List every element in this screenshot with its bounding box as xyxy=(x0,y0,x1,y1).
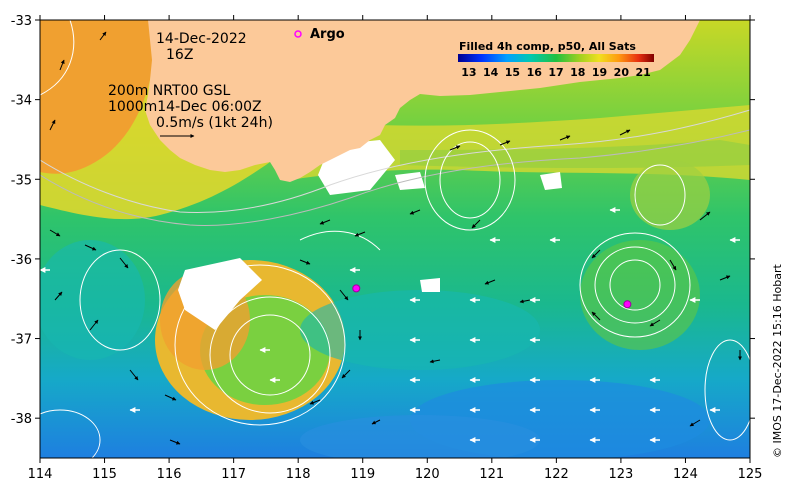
argo-float-marker xyxy=(623,300,632,309)
colorbar-label: 21 xyxy=(635,66,650,79)
bathymetry-contours xyxy=(40,109,750,226)
y-tick-label: -38 xyxy=(11,412,32,427)
colorbar-label: 13 xyxy=(461,66,476,79)
x-tick-label: 121 xyxy=(479,467,504,482)
y-tick-label: -35 xyxy=(11,173,32,188)
x-tick-label: 124 xyxy=(673,467,698,482)
x-tick-label: 118 xyxy=(286,467,311,482)
colorbar-label: 14 xyxy=(483,66,499,79)
argo-float-marker xyxy=(352,284,361,293)
x-tick-label: 115 xyxy=(92,467,117,482)
x-axis: 114 115 116 117 118 119 120 121 122 123 124 125 xyxy=(28,15,763,482)
colorbar-label: 20 xyxy=(614,66,630,79)
y-tick-label: -34 xyxy=(11,94,32,109)
x-tick-label: 116 xyxy=(157,467,182,482)
argo-legend-label: Argo xyxy=(310,27,345,42)
contour-legend-line1: 200m NRT00 GSL xyxy=(108,83,231,99)
colorbar-label: 15 xyxy=(505,66,520,79)
y-axis: -33 -34 -35 -36 -37 -38 xyxy=(11,14,755,427)
x-tick-label: 123 xyxy=(608,467,633,482)
contour-legend-line2: 1000m14-Dec 06:00Z xyxy=(108,99,262,115)
x-tick-label: 117 xyxy=(221,467,246,482)
x-tick-label: 125 xyxy=(738,467,763,482)
y-tick-label: -37 xyxy=(11,333,32,348)
argo-legend-marker xyxy=(294,30,302,38)
colorbar-label: 16 xyxy=(527,66,543,79)
argo-floats xyxy=(352,284,632,309)
hour-label: 16Z xyxy=(166,47,193,63)
colorbar-label: 18 xyxy=(570,66,585,79)
colorbar-label: 19 xyxy=(592,66,607,79)
colorbar-title: Filled 4h comp, p50, All Sats xyxy=(459,40,636,53)
current-scale-label: 0.5m/s (1kt 24h) xyxy=(156,115,273,131)
date-label: 14-Dec-2022 xyxy=(156,31,247,47)
colorbar: Filled 4h comp, p50, All Sats 13 14 15 16 17… xyxy=(458,40,654,79)
colorbar-labels: 13 14 15 16 17 18 19 20 21 xyxy=(461,66,651,79)
colorbar-scale xyxy=(458,54,654,62)
ssh-contours xyxy=(40,20,750,458)
x-tick-label: 120 xyxy=(415,467,440,482)
y-tick-label: -36 xyxy=(11,253,32,268)
y-tick-label: -33 xyxy=(11,14,32,29)
current-vectors xyxy=(40,31,742,445)
x-tick-label: 119 xyxy=(350,467,375,482)
credit-label: © IMOS 17-Dec-2022 15:16 Hobart xyxy=(771,263,784,458)
plot-frame xyxy=(39,19,751,459)
colorbar-label: 17 xyxy=(548,66,563,79)
x-tick-label: 114 xyxy=(28,467,53,482)
x-tick-label: 122 xyxy=(544,467,569,482)
